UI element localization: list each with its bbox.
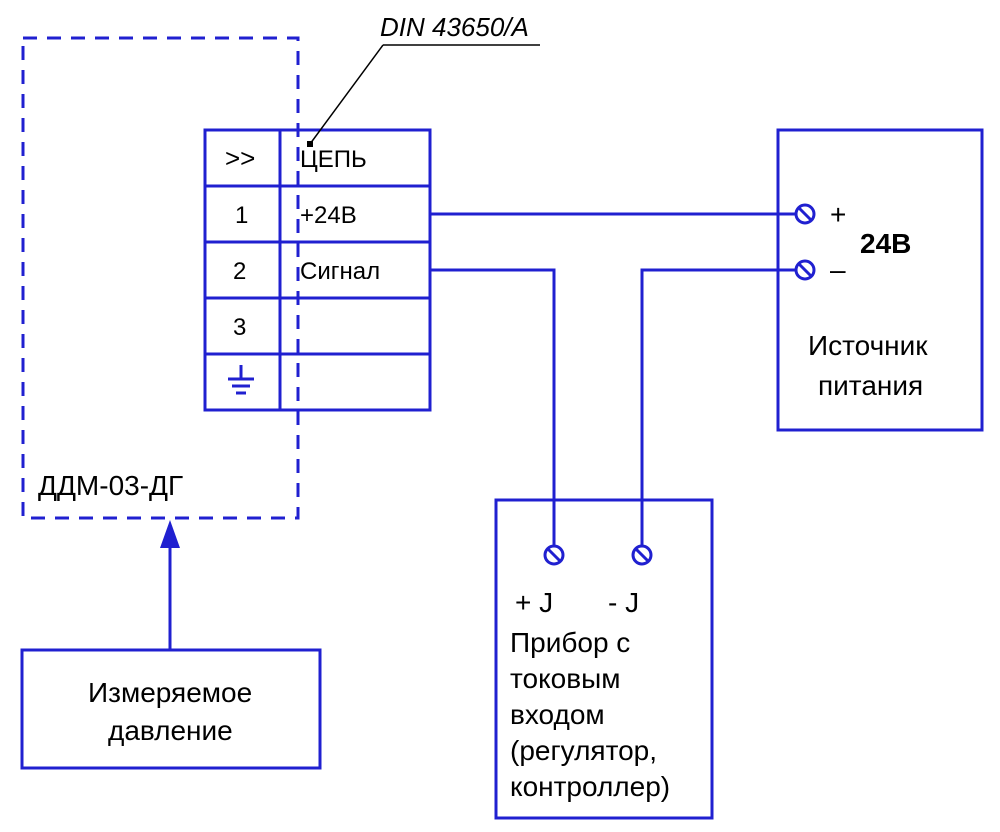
sensor-box	[23, 38, 298, 518]
connector-name-2: Сигнал	[300, 258, 380, 285]
wire-return	[642, 270, 796, 546]
device-minus-label: - J	[608, 587, 639, 618]
ground-icon	[228, 365, 254, 393]
supply-plus-terminal: +	[796, 199, 846, 230]
device-plus-terminal	[545, 546, 563, 564]
connector-pin-1: 1	[235, 202, 248, 229]
device-line2: токовым	[510, 663, 620, 694]
supply-line1: Источник	[808, 330, 928, 361]
device-minus-terminal	[633, 546, 651, 564]
device-line4: (регулятор,	[510, 735, 657, 766]
connector-pin-0: >>	[225, 143, 255, 173]
wire-signal	[430, 270, 554, 546]
device-line1: Прибор с	[510, 627, 630, 658]
supply-minus-terminal: –	[796, 254, 846, 285]
din-label: DIN 43650/A	[380, 12, 529, 42]
supply-voltage: 24В	[860, 228, 911, 259]
pressure-line2: давление	[108, 715, 233, 746]
din-leader: DIN 43650/A	[307, 12, 540, 147]
device-line3: входом	[510, 699, 605, 730]
connector-pin-3: 3	[233, 314, 246, 341]
connector-table: >> ЦЕПЬ 1 +24В 2 Сигнал 3	[205, 130, 430, 410]
supply-plus-label: +	[830, 199, 846, 230]
device-plus-label: + J	[515, 587, 553, 618]
connector-pin-2: 2	[233, 258, 246, 285]
device-line5: контроллер)	[510, 771, 670, 802]
connector-name-0: ЦЕПЬ	[300, 146, 367, 173]
sensor-label: ДДМ-03-ДГ	[38, 470, 183, 501]
pressure-line1: Измеряемое	[88, 677, 252, 708]
pressure-box	[22, 650, 320, 768]
supply-minus-label: –	[830, 254, 846, 285]
supply-line2: питания	[818, 370, 923, 401]
connector-name-1: +24В	[300, 202, 357, 229]
pressure-arrow	[160, 520, 180, 650]
